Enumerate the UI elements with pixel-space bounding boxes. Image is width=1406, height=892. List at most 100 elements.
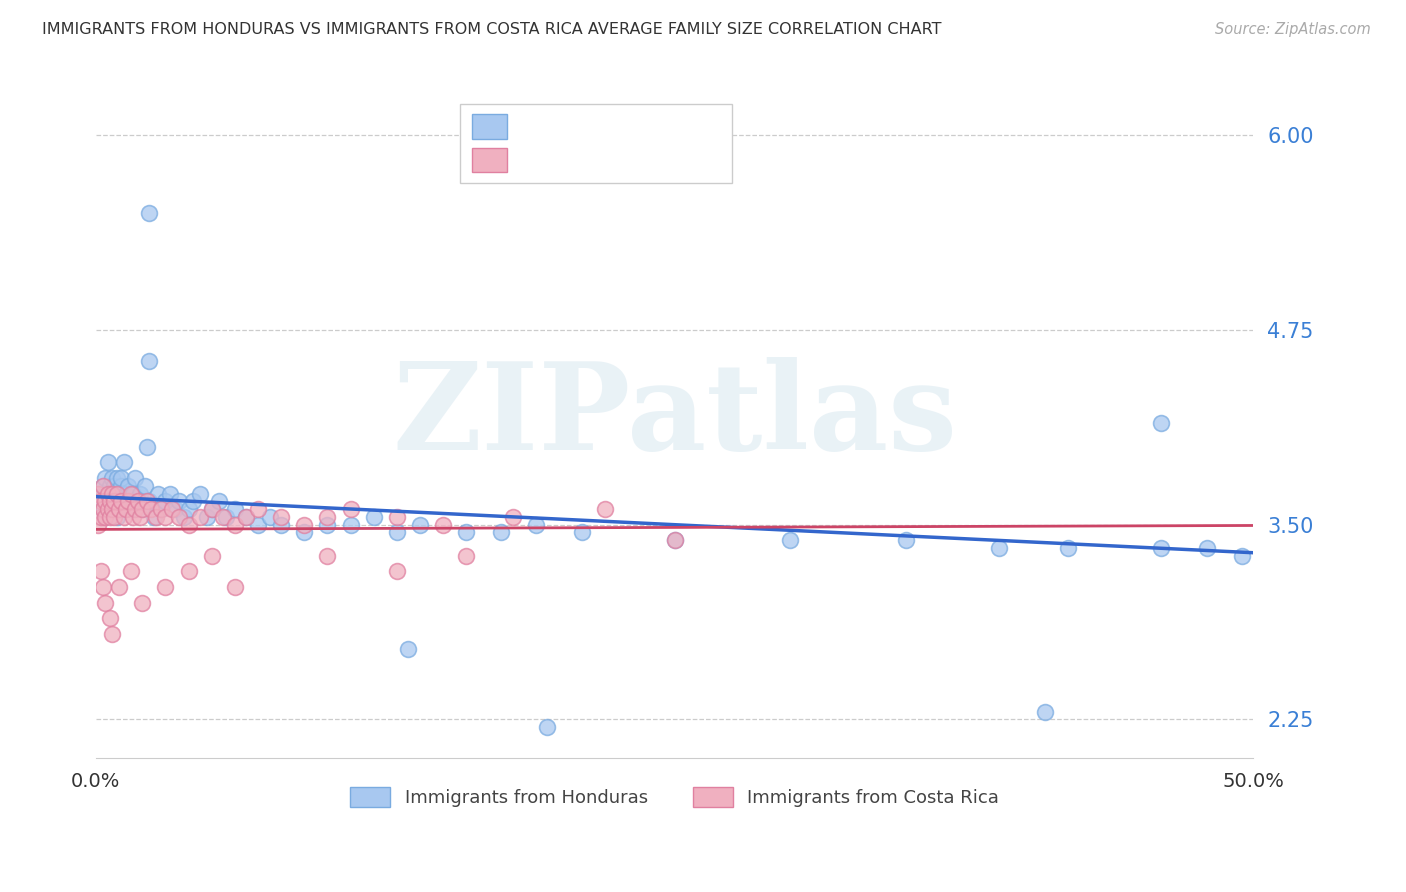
- Point: [432, 517, 454, 532]
- Point: [177, 502, 200, 516]
- Point: [385, 525, 408, 540]
- Point: [117, 479, 139, 493]
- Point: [177, 517, 200, 532]
- Point: [94, 471, 117, 485]
- Point: [105, 486, 128, 500]
- Point: [201, 549, 224, 563]
- Point: [87, 486, 110, 500]
- Point: [98, 479, 121, 493]
- Point: [108, 486, 131, 500]
- Point: [155, 494, 177, 508]
- Point: [155, 509, 177, 524]
- Point: [108, 502, 131, 516]
- Point: [159, 486, 181, 500]
- Point: [91, 479, 114, 493]
- Point: [94, 494, 117, 508]
- Point: [105, 471, 128, 485]
- Point: [148, 486, 170, 500]
- Point: [246, 517, 269, 532]
- Point: [90, 494, 112, 508]
- Point: [167, 509, 190, 524]
- Point: [91, 479, 114, 493]
- Point: [131, 502, 153, 516]
- Point: [536, 720, 558, 734]
- Point: [987, 541, 1010, 555]
- Point: [122, 509, 145, 524]
- Point: [120, 486, 142, 500]
- Text: Source: ZipAtlas.com: Source: ZipAtlas.com: [1215, 22, 1371, 37]
- Point: [120, 565, 142, 579]
- Point: [385, 509, 408, 524]
- Text: ZIPatlas: ZIPatlas: [392, 357, 957, 475]
- Point: [1033, 705, 1056, 719]
- Point: [122, 486, 145, 500]
- Point: [664, 533, 686, 548]
- Point: [138, 354, 160, 368]
- Point: [162, 502, 184, 516]
- Point: [779, 533, 801, 548]
- Point: [167, 494, 190, 508]
- Text: IMMIGRANTS FROM HONDURAS VS IMMIGRANTS FROM COSTA RICA AVERAGE FAMILY SIZE CORRE: IMMIGRANTS FROM HONDURAS VS IMMIGRANTS F…: [42, 22, 942, 37]
- Point: [270, 509, 292, 524]
- Point: [110, 471, 132, 485]
- Point: [90, 494, 112, 508]
- Point: [115, 502, 138, 516]
- Point: [124, 471, 146, 485]
- Point: [316, 549, 339, 563]
- Point: [103, 479, 125, 493]
- Point: [90, 565, 112, 579]
- Point: [110, 494, 132, 508]
- Point: [91, 502, 114, 516]
- Point: [101, 486, 124, 500]
- Point: [91, 580, 114, 594]
- Point: [138, 206, 160, 220]
- Point: [112, 455, 135, 469]
- Point: [135, 494, 157, 508]
- Point: [363, 509, 385, 524]
- Point: [524, 517, 547, 532]
- Point: [131, 502, 153, 516]
- Point: [177, 565, 200, 579]
- Point: [1057, 541, 1080, 555]
- Point: [173, 509, 195, 524]
- Point: [292, 525, 315, 540]
- Point: [138, 494, 160, 508]
- Point: [894, 533, 917, 548]
- Point: [98, 494, 121, 508]
- Point: [110, 479, 132, 493]
- Point: [120, 502, 142, 516]
- FancyBboxPatch shape: [461, 103, 733, 183]
- Point: [1150, 541, 1173, 555]
- Point: [593, 502, 616, 516]
- Point: [212, 509, 235, 524]
- Point: [1150, 417, 1173, 431]
- Point: [94, 509, 117, 524]
- Point: [96, 486, 118, 500]
- Point: [201, 502, 224, 516]
- Point: [456, 549, 478, 563]
- Point: [396, 642, 419, 657]
- Point: [103, 509, 125, 524]
- Point: [98, 509, 121, 524]
- Point: [571, 525, 593, 540]
- Point: [664, 533, 686, 548]
- Point: [235, 509, 257, 524]
- Point: [489, 525, 512, 540]
- Point: [246, 502, 269, 516]
- Point: [141, 502, 163, 516]
- Legend: Immigrants from Honduras, Immigrants from Costa Rica: Immigrants from Honduras, Immigrants fro…: [343, 780, 1007, 814]
- Point: [181, 494, 204, 508]
- Point: [96, 455, 118, 469]
- FancyBboxPatch shape: [472, 148, 506, 172]
- Point: [292, 517, 315, 532]
- Point: [316, 509, 339, 524]
- Point: [91, 502, 114, 516]
- Point: [339, 517, 361, 532]
- Point: [115, 486, 138, 500]
- Point: [90, 509, 112, 524]
- Point: [98, 494, 121, 508]
- Point: [129, 509, 152, 524]
- Point: [195, 509, 218, 524]
- Point: [1195, 541, 1218, 555]
- Point: [101, 502, 124, 516]
